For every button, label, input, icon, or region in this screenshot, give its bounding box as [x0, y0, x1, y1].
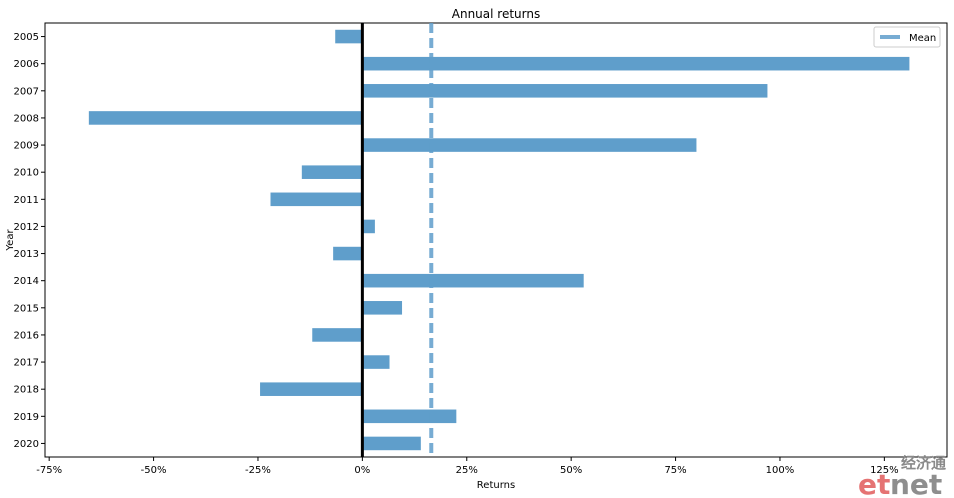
legend-box — [873, 26, 941, 48]
bar-2020 — [362, 436, 421, 451]
y-tick-label-2013: 2013 — [14, 249, 39, 260]
y-tick-label-2007: 2007 — [14, 86, 39, 97]
x-tick-labels: -75% -50% -25% 0% 25% 50% 75% 100% 125% — [36, 457, 899, 476]
bar-2009 — [362, 138, 697, 152]
y-tick-labels: 2005 2006 2007 2008 2009 2010 2011 2012 2013 2014… — [14, 32, 45, 450]
x-tick-label: 100% — [766, 465, 795, 476]
x-tick-label: 0% — [354, 465, 370, 476]
bar-2008 — [88, 111, 363, 125]
x-axis-label: Returns — [477, 480, 515, 491]
y-tick-label-2017: 2017 — [14, 358, 39, 369]
chart-title: Annual returns — [452, 7, 540, 21]
bar-2019 — [362, 409, 457, 424]
bar-2005 — [335, 29, 363, 44]
bar-2016 — [312, 328, 363, 342]
legend-mean-label: Mean — [909, 33, 936, 44]
bar-2006 — [362, 56, 910, 71]
svg-text:et: et — [858, 468, 890, 496]
x-tick-label: 50% — [560, 465, 582, 476]
svg-text:经济通: 经济通 — [901, 454, 946, 472]
y-tick-label-2005: 2005 — [14, 32, 39, 43]
bars-group — [88, 29, 910, 451]
legend: Mean — [873, 26, 941, 48]
y-tick-label-2012: 2012 — [14, 222, 39, 233]
bar-2012 — [362, 219, 375, 234]
y-tick-label-2015: 2015 — [14, 303, 39, 314]
x-tick-label: -25% — [245, 465, 271, 476]
x-tick-label: 125% — [870, 465, 899, 476]
y-tick-label-2009: 2009 — [14, 141, 39, 152]
bar-2017 — [362, 355, 390, 369]
bar-2013 — [333, 246, 363, 261]
bar-2011 — [270, 192, 363, 207]
y-tick-label-2018: 2018 — [14, 385, 39, 396]
y-tick-label-2020: 2020 — [14, 439, 39, 450]
svg-text:net: net — [890, 468, 942, 496]
y-tick-label-2008: 2008 — [14, 113, 39, 124]
x-tick-label: -75% — [36, 465, 62, 476]
bar-2007 — [362, 84, 768, 98]
x-tick-label: 75% — [664, 465, 686, 476]
bar-2018 — [260, 382, 363, 396]
y-tick-label-2006: 2006 — [14, 59, 39, 70]
x-tick-label: 25% — [456, 465, 478, 476]
y-tick-label-2011: 2011 — [14, 195, 39, 206]
bar-2015 — [362, 301, 403, 315]
y-axis-label: Year — [5, 229, 16, 252]
x-tick-label: -50% — [141, 465, 167, 476]
etnet-logo: 经济通 et net — [858, 454, 946, 496]
bar-2014 — [362, 273, 584, 288]
y-tick-label-2016: 2016 — [14, 330, 39, 341]
bar-2010 — [301, 165, 363, 179]
y-tick-label-2010: 2010 — [14, 168, 39, 179]
y-tick-label-2019: 2019 — [14, 412, 39, 423]
y-tick-label-2014: 2014 — [14, 276, 39, 287]
